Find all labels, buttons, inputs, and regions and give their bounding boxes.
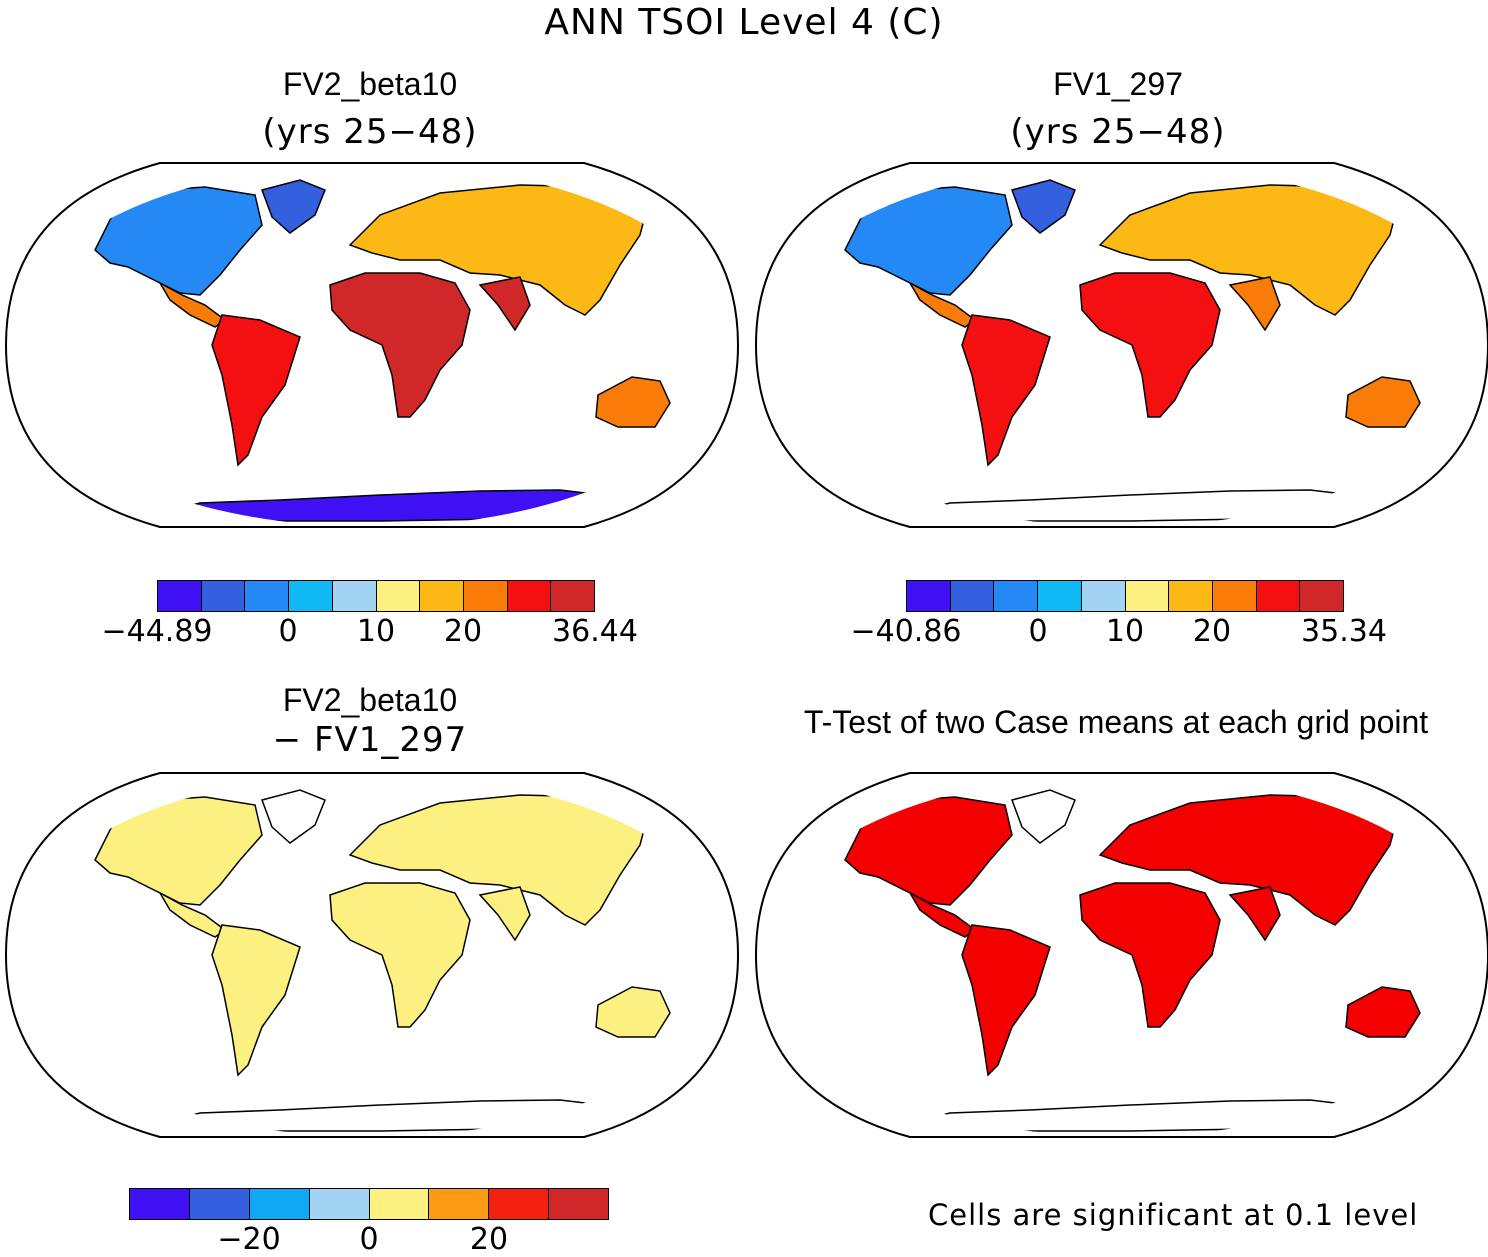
europe-asia-landmass — [348, 184, 651, 316]
panel2-title: FV1_297 — [1053, 66, 1183, 102]
africa-landmass — [1079, 882, 1221, 1028]
australia-landmass — [595, 376, 671, 428]
colorbar-swatch-2 — [950, 581, 995, 611]
panel3-colorbar — [129, 1188, 609, 1220]
panel3-subtitle: − FV1_297 — [272, 720, 468, 760]
panel2-colorbar — [906, 580, 1344, 612]
colorbar-swatch-7 — [1169, 581, 1213, 611]
europe-asia-landmass — [1098, 184, 1401, 316]
panel1-tick-5: 36.44 — [552, 614, 638, 649]
panel2-tick-1: −40.86 — [850, 614, 962, 649]
colorbar-swatch-4 — [309, 1189, 370, 1219]
antarctica-landmass — [151, 1099, 604, 1132]
colorbar-swatch-8 — [1212, 581, 1257, 611]
significance-note: Cells are significant at 0.1 level — [928, 1198, 1419, 1232]
europe-asia-landmass — [1098, 794, 1401, 926]
panel1-tick-3: 10 — [356, 614, 396, 649]
greenland-landmass — [1011, 789, 1076, 844]
colorbar-swatch-5 — [369, 1189, 430, 1219]
north-america-landmass — [844, 186, 1013, 296]
panel3-tick-3: 20 — [469, 1222, 509, 1257]
colorbar-swatch-2 — [201, 581, 246, 611]
india-landmass — [1228, 886, 1281, 942]
colorbar-swatch-4 — [289, 581, 333, 611]
colorbar-swatch-1 — [907, 581, 951, 611]
panel4-map — [754, 772, 1488, 1138]
colorbar-swatch-3 — [994, 581, 1039, 611]
colorbar-swatch-4 — [1038, 581, 1082, 611]
south-america-landmass — [961, 314, 1051, 467]
colorbar-swatch-10 — [1300, 581, 1344, 611]
australia-landmass — [595, 986, 671, 1038]
panel2-tick-4: 20 — [1192, 614, 1232, 649]
india-landmass — [478, 886, 531, 942]
north-america-landmass — [94, 186, 263, 296]
north-america-landmass — [844, 796, 1013, 906]
colorbar-swatch-6 — [376, 581, 421, 611]
panel2-map — [754, 162, 1488, 528]
africa-landmass — [329, 272, 471, 418]
panel1-subtitle: (yrs 25−48) — [262, 112, 478, 152]
colorbar-swatch-5 — [1081, 581, 1126, 611]
antarctica-landmass — [901, 1099, 1354, 1132]
colorbar-swatch-2 — [189, 1189, 250, 1219]
africa-landmass — [329, 882, 471, 1028]
map-frame — [754, 772, 1488, 1138]
colorbar-swatch-5 — [332, 581, 377, 611]
india-landmass — [1228, 276, 1281, 332]
australia-landmass — [1345, 986, 1421, 1038]
south-america-landmass — [211, 314, 301, 467]
colorbar-swatch-3 — [249, 1189, 310, 1219]
south-america-landmass — [961, 924, 1051, 1077]
antarctica-landmass — [151, 489, 604, 522]
panel1-tick-2: 0 — [278, 614, 298, 649]
africa-landmass — [1079, 272, 1221, 418]
panel1-colorbar — [157, 580, 595, 612]
australia-landmass — [1345, 376, 1421, 428]
colorbar-swatch-1 — [158, 581, 202, 611]
panel2-tick-2: 0 — [1028, 614, 1048, 649]
greenland-landmass — [261, 179, 326, 234]
map-frame — [754, 162, 1488, 528]
north-america-landmass — [94, 796, 263, 906]
colorbar-swatch-6 — [429, 1189, 490, 1219]
panel1-tick-1: −44.89 — [101, 614, 213, 649]
greenland-landmass — [1011, 179, 1076, 234]
figure-title: ANN TSOI Level 4 (C) — [544, 2, 944, 43]
panel1-tick-4: 20 — [443, 614, 483, 649]
panel1-title: FV2_beta10 — [282, 66, 458, 102]
colorbar-swatch-7 — [489, 1189, 550, 1219]
colorbar-swatch-7 — [420, 581, 464, 611]
panel3-title: FV2_beta10 — [282, 682, 458, 718]
colorbar-swatch-6 — [1125, 581, 1170, 611]
panel3-tick-2: 0 — [359, 1222, 379, 1257]
panel3-tick-1: −20 — [217, 1222, 281, 1257]
panel2-subtitle: (yrs 25−48) — [1010, 112, 1226, 152]
colorbar-swatch-8 — [463, 581, 508, 611]
europe-asia-landmass — [348, 794, 651, 926]
colorbar-swatch-3 — [245, 581, 290, 611]
greenland-landmass — [261, 789, 326, 844]
colorbar-swatch-1 — [130, 1189, 190, 1219]
colorbar-swatch-10 — [551, 581, 595, 611]
panel2-tick-3: 10 — [1105, 614, 1145, 649]
colorbar-swatch-9 — [507, 581, 552, 611]
panel3-map — [4, 772, 740, 1138]
panel2-tick-5: 35.34 — [1301, 614, 1387, 649]
colorbar-swatch-8 — [549, 1189, 608, 1219]
panel4-title: T-Test of two Case means at each grid po… — [803, 704, 1429, 740]
map-frame — [4, 162, 740, 528]
south-america-landmass — [211, 924, 301, 1077]
antarctica-landmass — [901, 489, 1354, 522]
india-landmass — [478, 276, 531, 332]
colorbar-swatch-9 — [1256, 581, 1301, 611]
map-frame — [4, 772, 740, 1138]
panel1-map — [4, 162, 740, 528]
